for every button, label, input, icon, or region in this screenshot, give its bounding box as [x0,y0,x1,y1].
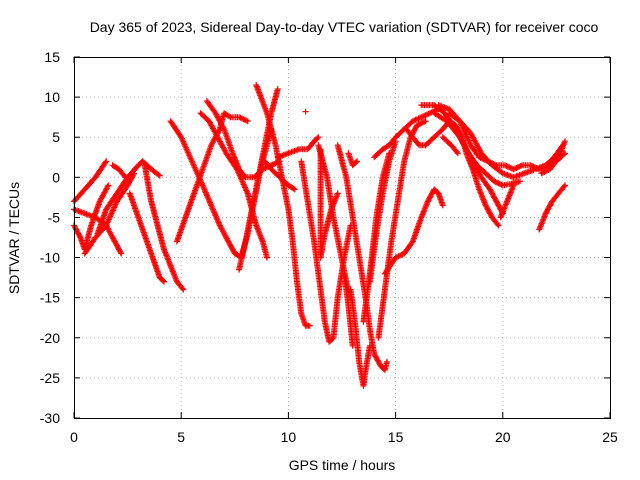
data-point [392,138,399,145]
y-tick-label: -25 [40,370,60,386]
data-point [334,190,341,197]
series-trace-16 [274,134,322,161]
x-tick-label: 5 [177,429,185,445]
data-point [102,159,109,166]
data-point [226,113,233,120]
data-point [155,171,162,178]
y-tick-label: 15 [44,49,60,65]
data-point [497,214,504,221]
series-trace-17 [298,158,354,345]
series-trace-34 [439,134,461,157]
data-point [366,342,373,349]
data-point [517,163,524,169]
data-point [76,233,83,240]
series-trace-13 [236,86,281,273]
series-trace-23 [345,150,360,169]
data-point [384,358,390,365]
series-trace-2 [71,206,125,257]
data-point [75,230,82,237]
y-tick-label: -5 [48,209,61,225]
series-trace-33 [446,110,566,181]
y-tick-label: -15 [40,290,60,306]
data-point [105,182,112,189]
data-point [354,158,360,165]
plot-frame [74,57,611,419]
data-point [562,182,568,189]
series-trace-22 [341,270,356,349]
data-point [302,108,309,115]
y-tick-labels: -30 -25 -20 -15 -10 -5 0 5 10 15 [40,49,60,426]
series-trace-36 [536,182,568,233]
x-tick-label: 25 [602,429,618,445]
x-tick-labels: 0 5 10 15 20 25 [70,429,618,445]
data-point [560,183,567,190]
series-outlier [302,108,309,115]
data-point [161,278,167,285]
data-point [422,118,429,125]
series-trace-19 [317,146,341,261]
data-point [160,277,166,284]
grid-lines [74,57,610,418]
data-point [517,178,523,185]
data-point [439,202,446,209]
y-tick-label: -20 [40,330,60,346]
series-trace-1 [71,158,110,205]
series-trace-28 [381,186,446,277]
series-trace-8 [126,190,167,285]
data-point [122,174,129,181]
data-point [315,134,322,141]
x-tick-label: 15 [388,429,404,445]
data-point [244,118,251,125]
chart-title: Day 365 of 2023, Sidereal Day-to-day VTE… [90,19,599,35]
x-tick-label: 10 [281,429,297,445]
series-trace-27 [360,150,393,325]
data-point [290,185,297,192]
x-tick-label: 0 [70,429,78,445]
x-tick-label: 20 [495,429,511,445]
data-point [543,209,550,216]
series-trace-5 [94,158,163,237]
y-tick-label: 10 [44,89,60,105]
data-point [115,245,122,252]
data-point [415,140,422,147]
series-trace-35 [497,182,517,221]
data-point [349,342,356,349]
data-point [121,173,128,179]
series-trace-31 [431,110,523,189]
data-point [156,172,163,179]
data-point [314,135,321,142]
series-trace-15 [261,158,298,193]
data-point [274,86,281,93]
data-point [264,254,270,261]
data-point [386,150,393,157]
series-trace-14 [253,82,313,329]
y-tick-label: -10 [40,250,60,266]
data-points [71,82,568,389]
data-point [562,138,568,145]
data-point [352,159,359,166]
data-point [117,249,124,256]
data-point [306,322,313,329]
data-point [527,162,534,169]
y-tick-label: 5 [52,129,60,145]
data-point [291,186,298,193]
series-trace-7 [141,162,187,293]
y-tick-label: 0 [52,169,60,185]
y-axis-label: SDTVAR / TECUs [6,182,22,294]
data-point [180,286,187,293]
data-point [103,158,110,165]
data-point [542,168,549,175]
data-point [241,173,248,179]
series-trace-6 [109,162,129,181]
y-tick-label: -30 [40,410,60,426]
series-trace-37 [538,138,568,177]
data-point [454,150,461,157]
data-point [495,222,502,229]
data-point [118,250,125,257]
x-axis-label: GPS time / hours [289,457,396,473]
data-point [179,285,186,292]
series-trace-29 [403,118,502,229]
